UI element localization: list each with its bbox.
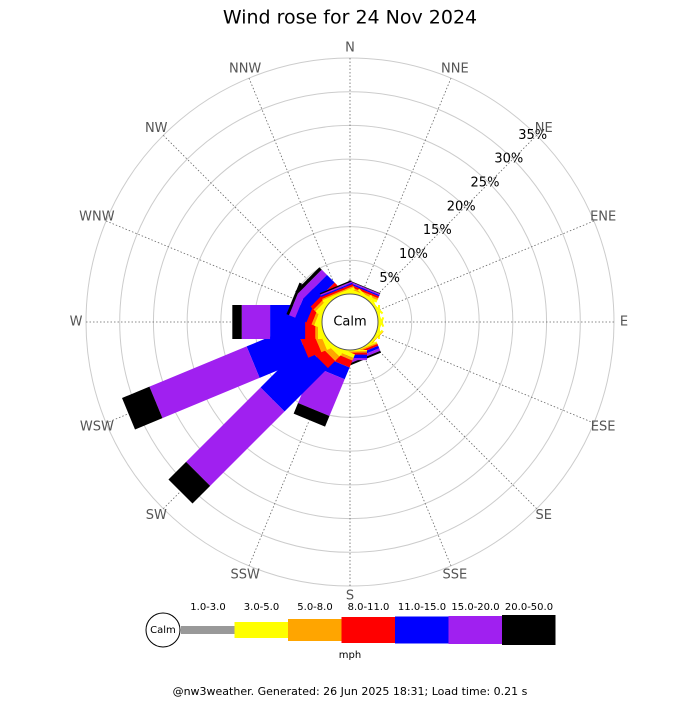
legend-label: 1.0-3.0	[190, 602, 225, 613]
legend-label: 5.0-8.0	[297, 602, 332, 613]
direction-label: WNW	[79, 210, 115, 225]
wind-bar	[333, 350, 367, 352]
wind-bar	[295, 267, 322, 294]
wind-bar	[260, 344, 328, 412]
direction-spoke	[375, 332, 595, 424]
wind-bar	[319, 280, 352, 295]
direction-label: NE	[535, 121, 553, 136]
direction-label: ESE	[591, 419, 616, 434]
legend-calm-label: Calm	[150, 625, 176, 636]
wind-bar	[345, 287, 378, 303]
wind-bar	[346, 283, 380, 299]
direction-spoke	[360, 77, 452, 297]
wind-bar	[232, 305, 242, 339]
wind-bar	[241, 305, 271, 339]
wind-bar	[168, 461, 211, 504]
r-tick-label: 20%	[447, 199, 476, 214]
legend-label: 8.0-11.0	[348, 602, 390, 613]
direction-spoke	[163, 135, 331, 303]
direction-label: SW	[146, 508, 167, 523]
r-tick-label: 10%	[399, 247, 428, 262]
wind-bar	[348, 280, 381, 294]
wind-bar	[322, 285, 354, 301]
direction-label: W	[70, 315, 83, 330]
calm-label: Calm	[333, 315, 366, 330]
footer: @nw3weather. Generated: 26 Jun 2025 18:3…	[173, 685, 528, 698]
chart-title: Wind rose for 24 Nov 2024	[223, 7, 477, 29]
legend-label: 20.0-50.0	[505, 602, 553, 613]
direction-spoke	[248, 77, 340, 297]
direction-spoke	[360, 347, 452, 567]
legend-label: 3.0-5.0	[244, 602, 279, 613]
direction-label: NW	[145, 121, 168, 136]
wind-bar	[333, 351, 367, 353]
direction-label: NNE	[441, 61, 469, 76]
grid-ring	[119, 91, 581, 553]
legend-label: 15.0-20.0	[451, 602, 499, 613]
wind-bar	[320, 281, 353, 296]
wind-bar	[122, 386, 163, 430]
legend-calm-circle	[145, 612, 181, 648]
wind-bar	[348, 280, 381, 296]
legend-swatch	[288, 619, 342, 641]
r-tick-label: 15%	[423, 223, 452, 238]
direction-spoke	[369, 135, 537, 303]
direction-label: SE	[536, 508, 552, 523]
legend-swatch	[502, 615, 556, 645]
wind-bar	[322, 287, 355, 303]
r-tick-label: 35%	[518, 128, 547, 143]
direction-label: E	[620, 315, 628, 330]
direction-spoke	[369, 341, 537, 509]
wind-bar	[369, 294, 385, 327]
legend-swatch	[341, 617, 395, 643]
direction-label: SSW	[230, 568, 260, 583]
direction-label: N	[345, 41, 355, 56]
wind-bar	[320, 282, 353, 298]
legend-label: 11.0-15.0	[398, 602, 446, 613]
wind-bar	[347, 282, 380, 297]
grid-ring	[186, 158, 514, 486]
wind-bar	[302, 274, 335, 307]
legend-title: mph	[339, 650, 361, 661]
wind-bar	[246, 326, 309, 378]
r-tick-label: 5%	[379, 271, 400, 286]
direction-label: S	[346, 589, 354, 604]
r-tick-label: 30%	[494, 152, 523, 167]
direction-label: WSW	[80, 419, 114, 434]
legend-swatch	[448, 616, 502, 644]
wind-bar	[333, 291, 367, 294]
wind-bar	[186, 387, 285, 486]
r-tick-label: 25%	[471, 176, 500, 191]
wind-bar	[321, 284, 354, 299]
wind-bar	[297, 269, 327, 299]
legend-swatch	[234, 622, 288, 638]
direction-label: SSE	[442, 568, 467, 583]
direction-spoke	[105, 220, 325, 312]
wind-bar	[149, 346, 260, 419]
legend-swatch	[181, 626, 235, 634]
direction-label: NNW	[229, 61, 261, 76]
direction-spoke	[375, 220, 595, 312]
direction-label: ENE	[590, 210, 616, 225]
calm-circle	[321, 293, 379, 351]
legend-swatch	[395, 616, 449, 644]
wind-bar	[293, 403, 330, 427]
grid-ring	[220, 192, 480, 452]
wind-bar	[357, 288, 384, 315]
